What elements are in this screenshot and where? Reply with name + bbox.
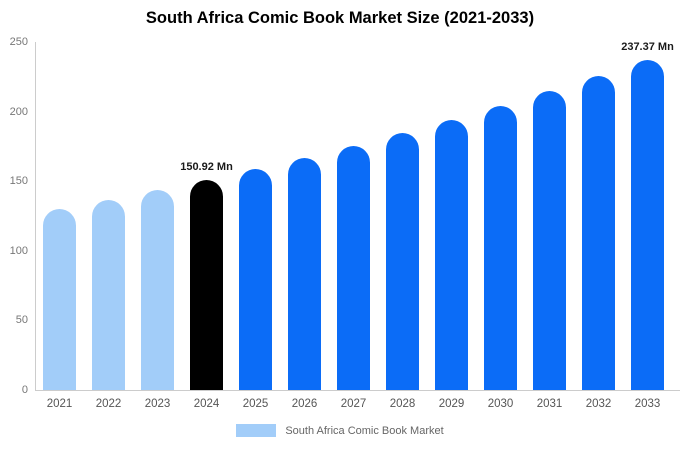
chart-title: South Africa Comic Book Market Size (202… [145, 9, 535, 27]
legend-swatch[interactable] [236, 424, 277, 437]
value-label-2033: 237.37 Mn [621, 40, 674, 53]
bar-2027[interactable] [337, 145, 370, 390]
x-tick-label-2023: 2023 [144, 398, 171, 410]
bar-2028[interactable] [386, 133, 419, 390]
x-tick-label-2026: 2026 [291, 398, 318, 410]
x-tick-label-2024: 2024 [193, 398, 220, 410]
bar-2031[interactable] [533, 91, 566, 390]
x-tick-label-2028: 2028 [389, 398, 416, 410]
legend: South Africa Comic Book Market [0, 424, 680, 437]
y-tick-label: 150 [9, 175, 28, 188]
legend-item-label[interactable]: South Africa Comic Book Market [285, 424, 444, 437]
x-tick-label-2025: 2025 [242, 398, 269, 410]
bar-2023[interactable] [141, 190, 174, 390]
y-tick-label: 100 [9, 244, 28, 257]
y-tick-label: 200 [9, 105, 28, 118]
bar-2024[interactable] [190, 179, 223, 390]
bar-2026[interactable] [288, 157, 321, 390]
bar-2029[interactable] [435, 119, 468, 390]
x-tick-label-2033: 2033 [634, 398, 661, 410]
x-axis-line [35, 390, 680, 391]
y-tick-label: 250 [9, 36, 28, 48]
bar-2025[interactable] [239, 169, 272, 390]
y-tick-label: 50 [15, 314, 28, 327]
x-tick-label-2029: 2029 [438, 398, 465, 410]
x-tick-label-2031: 2031 [536, 398, 563, 410]
bar-2032[interactable] [582, 75, 615, 390]
x-tick-label-2027: 2027 [340, 398, 367, 410]
x-tick-label-2032: 2032 [585, 398, 612, 410]
x-tick-label-2021: 2021 [46, 398, 73, 410]
y-tick-label: 0 [21, 384, 28, 396]
bar-2021[interactable] [43, 209, 76, 390]
x-tick-label-2022: 2022 [95, 398, 122, 410]
x-tick-label-2030: 2030 [487, 398, 514, 410]
bar-2022[interactable] [92, 200, 125, 390]
plot-area: 150.92 Mn 237.37 Mn [35, 40, 674, 390]
value-label-2024: 150.92 Mn [180, 160, 233, 173]
y-axis-line [35, 42, 36, 390]
bar-2030[interactable] [484, 105, 517, 390]
bar-2033[interactable] [631, 59, 664, 390]
